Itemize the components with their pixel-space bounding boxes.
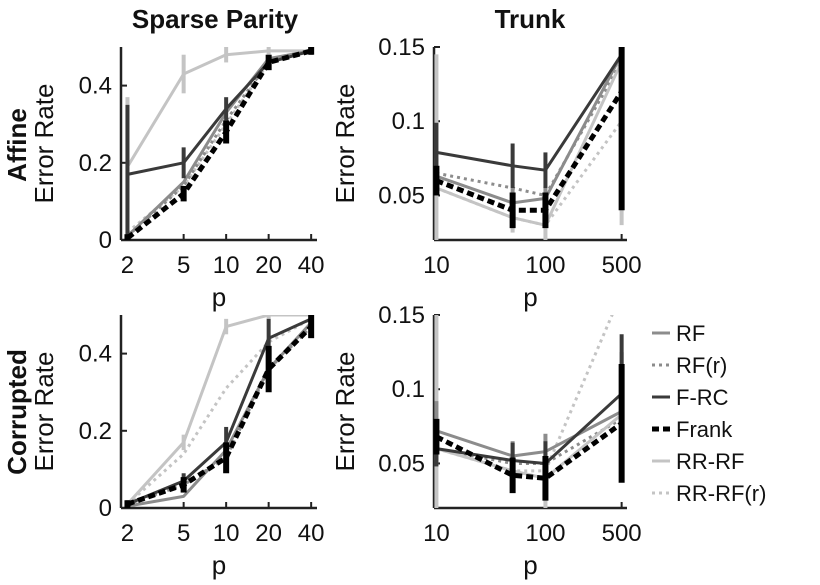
series-frank <box>124 315 315 508</box>
x-tick-label: 100 <box>525 520 565 547</box>
y-tick-label: 0 <box>99 227 112 254</box>
x-tick-label: 40 <box>298 252 325 279</box>
series-line <box>436 61 623 197</box>
y-tick-label: 0.15 <box>378 34 425 61</box>
legend-label: Frank <box>676 417 733 442</box>
series-line <box>126 317 312 506</box>
series-rf-r <box>436 417 623 465</box>
legend-entry-rf: RF <box>652 321 705 346</box>
y-tick-label: 0.2 <box>79 150 112 177</box>
x-tick-label: 500 <box>602 520 642 547</box>
y-tick-label: 0.4 <box>79 73 112 100</box>
legend-label: F-RC <box>676 385 729 410</box>
series-line <box>126 49 312 168</box>
series-line <box>435 410 623 458</box>
row-label-corrupted: Corrupted <box>2 349 32 475</box>
y-tick-label: 0.05 <box>378 450 425 477</box>
y-axis-label: Error Rate <box>29 352 59 472</box>
plot-area <box>433 315 625 508</box>
series-line <box>436 53 623 172</box>
x-axis-label: p <box>212 282 226 312</box>
x-tick-label: 40 <box>298 520 325 547</box>
legend-label: RF(r) <box>676 353 727 378</box>
x-tick-label: 10 <box>213 520 240 547</box>
x-tick-label: 5 <box>177 252 190 279</box>
panel-4: 0.05 0.1 0.15 10 100 500 p Error Rate <box>330 302 642 580</box>
legend: RF RF(r) F-RC Frank RR-RF RR-RF(r) <box>652 321 766 506</box>
x-tick-label: 500 <box>602 252 642 279</box>
x-tick-label: 10 <box>213 252 240 279</box>
series-line <box>126 324 313 507</box>
x-tick-label: 2 <box>121 252 134 279</box>
series-line <box>125 48 312 241</box>
series-rf-r <box>436 61 623 197</box>
x-axis-label: p <box>212 550 226 580</box>
x-axis-label: p <box>523 282 537 312</box>
legend-entry-rr-rf-r: RR-RF(r) <box>652 481 766 506</box>
y-tick-label: 0.2 <box>79 418 112 445</box>
series-line <box>126 315 312 506</box>
series-frank <box>124 47 315 241</box>
series-rf <box>434 47 624 218</box>
series-frank <box>433 47 625 229</box>
plot-area <box>433 47 625 240</box>
y-tick-label: 0.1 <box>392 376 425 403</box>
x-tick-label: 10 <box>423 252 450 279</box>
series-line <box>435 61 623 227</box>
plot-area <box>124 315 315 508</box>
x-tick-label: 100 <box>525 252 565 279</box>
y-tick-label: 0.4 <box>79 341 112 368</box>
legend-label: RR-RF <box>676 449 744 474</box>
legend-entry-rf-r: RF(r) <box>652 353 727 378</box>
panel-3: 0 0.2 0.4 2 5 10 20 40 p Error Rate <box>29 315 325 580</box>
plot-area <box>124 47 315 241</box>
x-tick-label: 2 <box>121 520 134 547</box>
series-f-rc <box>434 334 624 486</box>
y-tick-label: 0 <box>99 495 112 522</box>
col-title-sparse-parity: Sparse Parity <box>132 4 299 34</box>
legend-label: RR-RF(r) <box>676 481 766 506</box>
legend-entry-f-rc: F-RC <box>652 385 729 410</box>
series-line <box>435 421 624 481</box>
series-line <box>127 49 312 176</box>
series-f-rc <box>434 47 624 189</box>
legend-entry-frank: Frank <box>652 417 733 442</box>
series-rr-rf-r <box>126 317 312 506</box>
series-line <box>436 392 623 465</box>
y-tick-label: 0.15 <box>378 302 425 329</box>
panel-1: 0 0.2 0.4 2 5 10 20 40 p Error Rate <box>29 47 325 312</box>
x-tick-label: 10 <box>423 520 450 547</box>
series-frank <box>433 363 625 501</box>
y-axis-label: Error Rate <box>330 84 360 204</box>
y-tick-label: 0.05 <box>378 182 425 209</box>
x-axis-label: p <box>523 550 537 580</box>
y-tick-label: 0.1 <box>392 108 425 135</box>
series-line <box>435 53 623 205</box>
x-tick-label: 20 <box>255 520 282 547</box>
row-label-affine: Affine <box>2 108 32 182</box>
legend-entry-rr-rf: RR-RF <box>652 449 744 474</box>
x-tick-label: 20 <box>255 252 282 279</box>
y-axis-label: Error Rate <box>29 84 59 204</box>
col-title-trunk: Trunk <box>495 4 566 34</box>
panel-2: 0.05 0.1 0.15 10 100 500 p Error Rate <box>330 34 642 312</box>
legend-label: RF <box>676 321 705 346</box>
x-tick-label: 5 <box>177 520 190 547</box>
series-line <box>436 417 623 465</box>
y-axis-label: Error Rate <box>330 352 360 472</box>
series-rr-rf <box>434 47 624 240</box>
